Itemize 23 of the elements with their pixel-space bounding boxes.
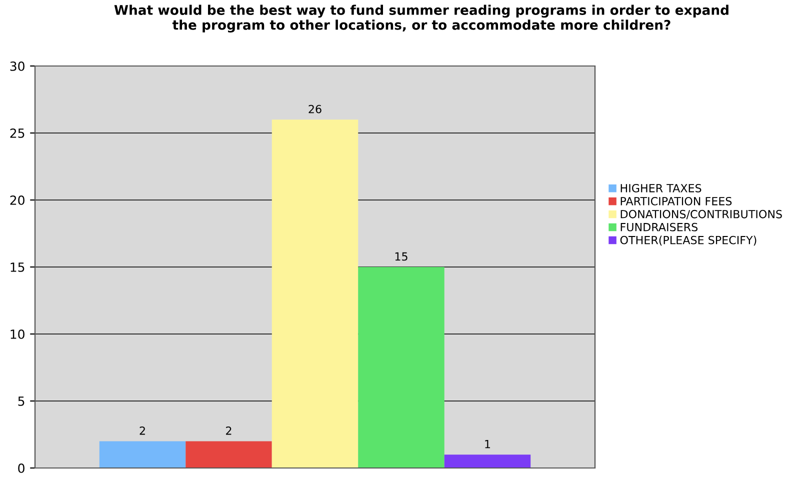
bar <box>99 441 186 468</box>
data-label: 2 <box>226 426 232 435</box>
legend-label: PARTICIPATION FEES <box>620 196 732 206</box>
data-label: 26 <box>308 104 322 114</box>
y-tick-label: 15 <box>10 262 24 272</box>
legend-label: OTHER(PLEASE SPECIFY) <box>620 236 756 246</box>
chart-title: What would be the best way to fund summer reading programs in order to expand the program to other locations, or to accommodate more children? <box>114 4 728 33</box>
bar <box>186 441 272 468</box>
y-tick-label: 10 <box>10 329 24 339</box>
bar <box>358 267 444 468</box>
legend-label: FUNDRAISERS <box>620 222 698 232</box>
data-label: 2 <box>140 426 145 435</box>
data-label: 15 <box>395 252 408 261</box>
y-tick-label: 25 <box>10 128 24 138</box>
y-tick-label: 30 <box>10 61 24 71</box>
bar <box>444 454 531 468</box>
y-tick-label: 0 <box>18 463 24 473</box>
legend-label: HIGHER TAXES <box>620 184 702 192</box>
y-tick-label: 20 <box>10 195 24 205</box>
legend-label: DONATIONS/CONTRIBUTIONS <box>620 210 782 220</box>
y-tick-label: 5 <box>18 396 24 406</box>
bar <box>272 120 358 468</box>
data-label: 1 <box>485 440 490 448</box>
